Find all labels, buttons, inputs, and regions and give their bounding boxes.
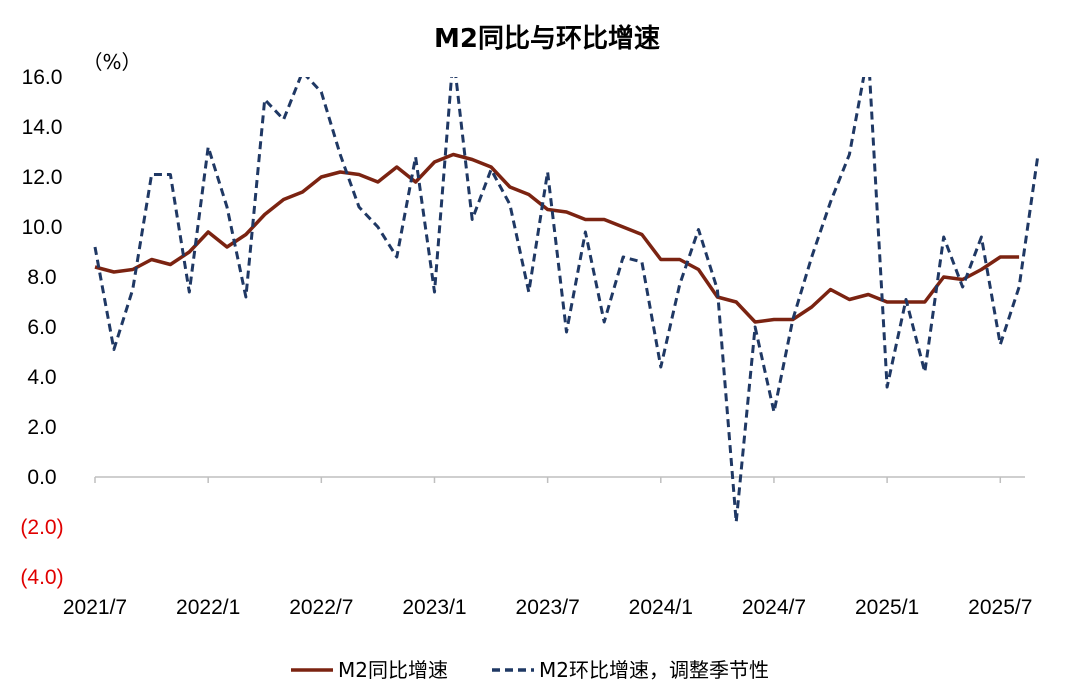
legend: M2同比增速 M2环比增速，调整季节性 (291, 658, 769, 682)
y-tick-label: 16.0 (22, 66, 63, 89)
chart-title: M2同比与环比增速 (434, 23, 660, 54)
x-tick-label: 2025/7 (968, 596, 1032, 619)
x-tick-label: 2023/7 (516, 596, 580, 619)
series-layer (93, 77, 1040, 524)
y-tick-label: 10.0 (22, 216, 63, 239)
y-tick-label: (4.0) (20, 566, 63, 589)
x-tick-label: 2021/7 (63, 596, 127, 619)
x-tick-label: 2022/7 (289, 596, 353, 619)
y-tick-label: 8.0 (27, 266, 56, 289)
x-tick-label: 2022/1 (176, 596, 240, 619)
y-tick-label: 0.0 (27, 466, 56, 489)
x-tick-label: 2024/1 (629, 596, 693, 619)
y-tick-label: 6.0 (27, 316, 56, 339)
x-tick-label: 2024/7 (742, 596, 806, 619)
y-tick-label: 4.0 (27, 366, 56, 389)
y-tick-label: 12.0 (22, 166, 63, 189)
x-tick-label: 2023/1 (402, 596, 466, 619)
legend-label: M2同比增速 (338, 658, 448, 682)
series-line-m2-yoy (94, 152, 1020, 324)
y-tick-label: (2.0) (20, 516, 63, 539)
y-tick-label: 14.0 (22, 116, 63, 139)
series-line-m2-mom-sa (93, 77, 1040, 524)
y-tick-label: 2.0 (27, 416, 56, 439)
axes: (4.0) (2.0) 0.0 2.0 4.0 6.0 8.0 10.0 12.0 14.0 16.… (20, 66, 1032, 619)
y-unit-label: （%） (82, 50, 141, 74)
x-tick-label: 2025/1 (855, 596, 919, 619)
legend-label: M2环比增速，调整季节性 (539, 658, 769, 682)
